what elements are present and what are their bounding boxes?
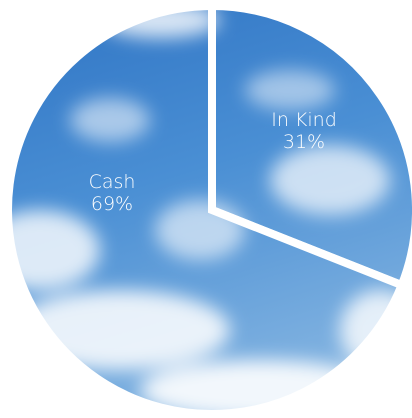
pie-slice [4,1,407,418]
slice-value-label: 69% [91,193,133,215]
slice-label: In Kind [271,109,337,131]
slice-value-label: 31% [283,131,325,153]
pie-slice [208,1,412,291]
pie [4,1,412,418]
slice-label: Cash [89,171,136,193]
